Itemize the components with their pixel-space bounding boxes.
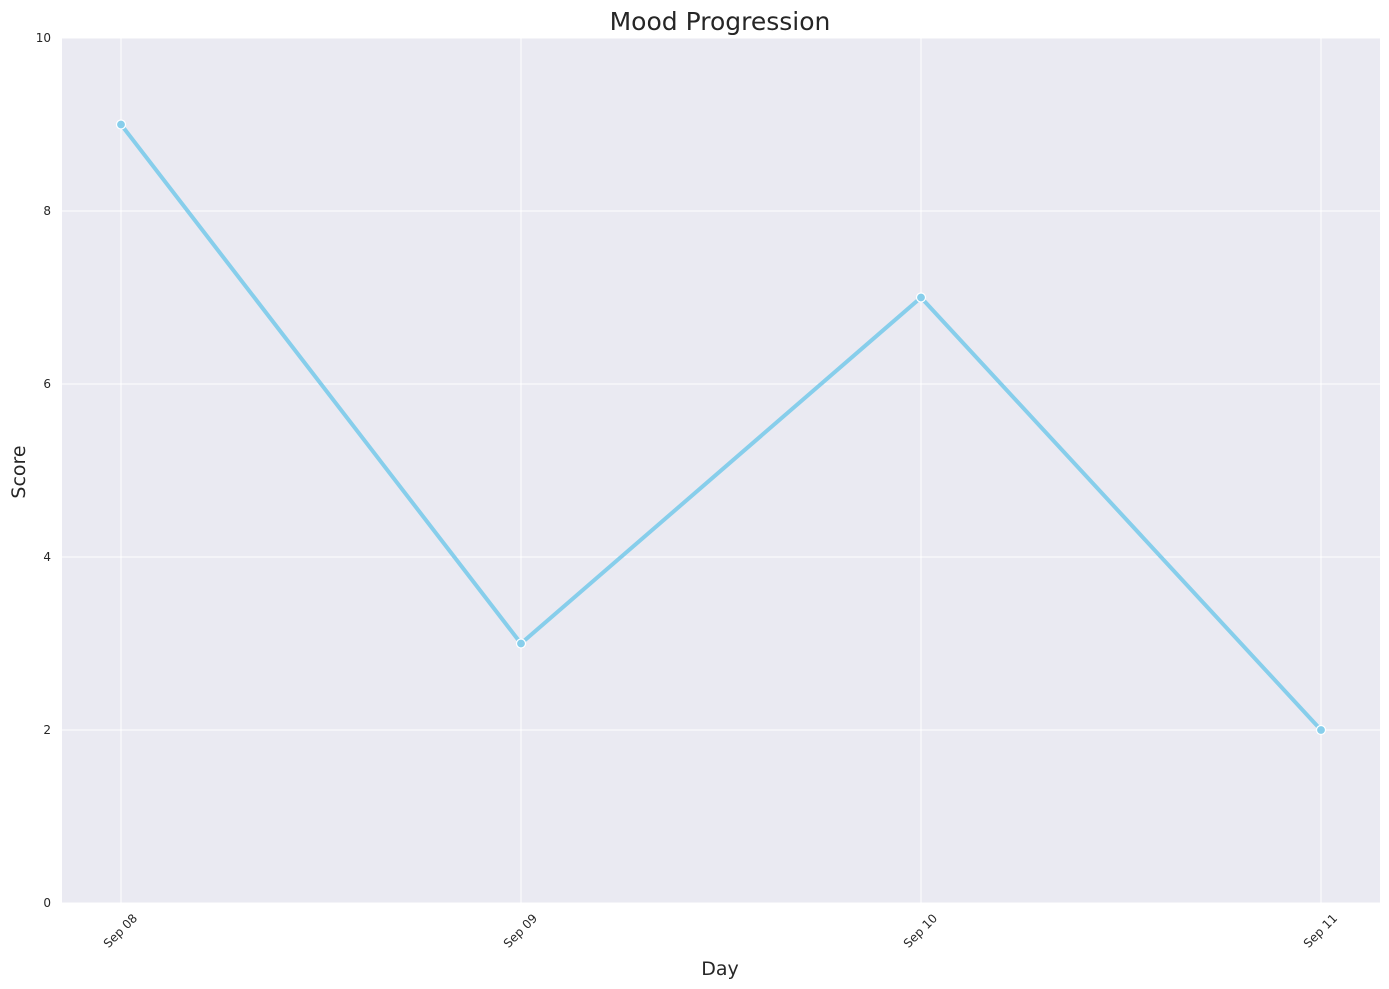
y-axis-label: Score (8, 445, 30, 498)
y-tick-label: 4 (43, 550, 51, 564)
y-tick-label: 0 (43, 896, 51, 910)
x-axis-label: Day (701, 958, 739, 980)
x-tick-label: Sep 10 (901, 911, 940, 950)
x-tick-label: Sep 09 (501, 911, 540, 950)
chart-title: Mood Progression (610, 7, 831, 36)
y-tick-label: 10 (36, 31, 51, 45)
y-tick-label: 2 (43, 723, 51, 737)
y-tick-label: 6 (43, 377, 51, 391)
data-point (515, 638, 527, 649)
gridlines (62, 37, 1380, 904)
data-point (115, 119, 127, 130)
data-point (915, 292, 927, 303)
y-tick-label: 8 (43, 204, 51, 218)
data-point (1315, 724, 1327, 736)
series-line (119, 122, 1323, 732)
x-tick-label: Sep 08 (101, 911, 140, 950)
series-layer (115, 119, 1327, 736)
x-tick-label: Sep 11 (1301, 911, 1340, 950)
